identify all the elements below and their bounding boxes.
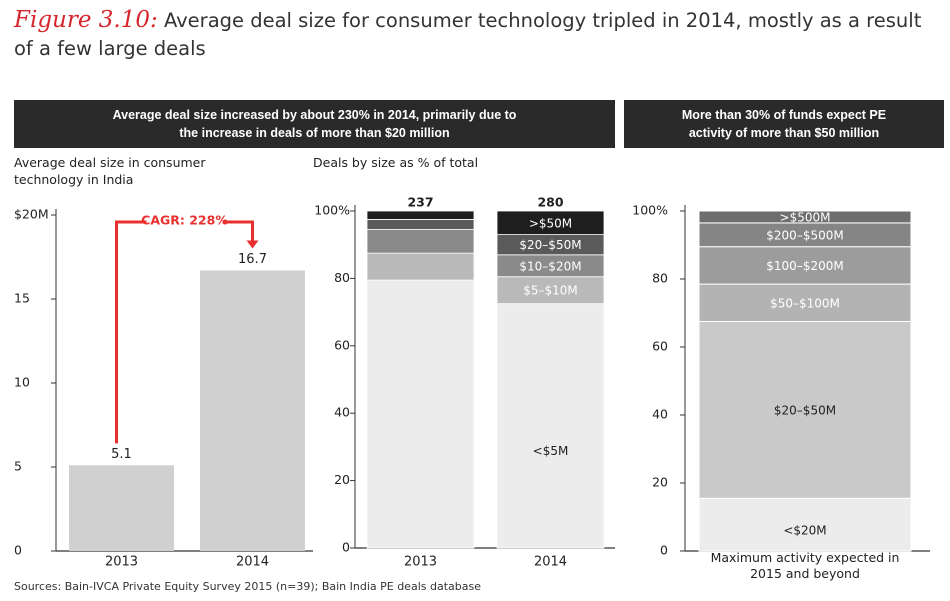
chart3-y-tick-label: 80 [652, 271, 668, 286]
chart3-x-label: Maximum activity expected in 2015 and bey… [711, 550, 900, 581]
chart3-segment-2 [698, 283, 912, 323]
chart2-segment-label-1: $5–$10M [523, 284, 578, 298]
chart1-value-label-2014: 16.7 [238, 252, 267, 267]
chart2-total-2013: 237 [407, 195, 433, 210]
chart1-bar-2014 [200, 270, 305, 551]
chart3-segment-label-5: >$500M [780, 210, 831, 224]
chart3-segment-5 [698, 210, 912, 224]
cagr-label: CAGR: 228% [141, 213, 228, 228]
chart3-y-tick-label: 60 [652, 339, 668, 354]
chart2-segment-2014-4 [496, 210, 605, 235]
chart1-y-tick-label: 15 [14, 291, 30, 306]
chart1-bar-2013 [69, 465, 174, 551]
figure-title: Figure 3.10: Average deal size for consu… [14, 6, 944, 63]
chart3-segment-label-4: $200–$500M [766, 228, 843, 242]
chart3-segment-0 [698, 497, 912, 552]
chart2-segment-2013-1 [366, 252, 475, 281]
chart3-segment-3 [698, 246, 912, 285]
chart2-y-tick-label: 100% [314, 203, 350, 218]
chart2-title: Deals by size as % of total [313, 155, 479, 170]
chart2-segment-2013-3 [366, 219, 475, 230]
chart1-title: Average deal size in consumer technology… [14, 155, 206, 187]
chart3-y-tick-label: 20 [652, 475, 668, 490]
chart2-segment-2013-4 [366, 210, 475, 220]
chart3-segment-label-0: <$20M [783, 523, 826, 537]
sources-note: Sources: Bain-IVCA Private Equity Survey… [14, 580, 481, 593]
chart1-y-tick-label: $20M [14, 207, 49, 222]
chart1-x-label-2013: 2013 [105, 555, 138, 570]
chart2-y-tick-label: 60 [334, 337, 350, 352]
chart2-y-tick-label: 0 [342, 540, 350, 555]
chart2-segment-2013-2 [366, 229, 475, 254]
chart2-total-2014: 280 [537, 195, 563, 210]
chart3-y-tick-label: 40 [652, 407, 668, 422]
chart2-y-tick-label: 80 [334, 270, 350, 285]
figure-title-text: Average deal size for consumer technolog… [14, 9, 922, 60]
chart1-y-tick-label: 5 [14, 459, 22, 474]
chart2-segment-label-2: $10–$20M [519, 259, 581, 273]
chart2-y-tick-label: 20 [334, 472, 350, 487]
cagr-label-bg [146, 210, 223, 232]
right-banner: More than 30% of funds expect PE activit… [624, 100, 944, 148]
cagr-arrowhead [246, 240, 259, 249]
chart3-segment-label-3: $100–$200M [766, 259, 843, 273]
chart3-segment-label-1: $20–$50M [774, 403, 836, 417]
chart3-segment-label-2: $50–$100M [770, 296, 840, 310]
chart2-segment-2014-0 [496, 303, 605, 549]
right-banner-text: More than 30% of funds expect PE activit… [681, 108, 887, 140]
figure-number: Figure 3.10: [14, 7, 158, 33]
left-banner: Average deal size increased by about 230… [14, 100, 615, 148]
chart1-y-tick-label: 10 [14, 375, 30, 390]
chart1-x-label-2014: 2014 [236, 555, 269, 570]
chart1-value-label-2013: 5.1 [111, 447, 132, 462]
chart3-segment-1 [698, 321, 912, 499]
chart2-segment-2013-0 [366, 279, 475, 549]
chart2-segment-label-0: <$5M [533, 444, 569, 458]
chart2-segment-2014-1 [496, 276, 605, 305]
chart3-y-tick-label: 0 [660, 543, 668, 558]
chart2-x-label-2014: 2014 [534, 555, 567, 570]
chart2-segment-label-4: >$50M [529, 216, 572, 230]
chart3-y-tick-label: 100% [632, 203, 668, 218]
left-banner-text: Average deal size increased by about 230… [112, 108, 517, 140]
chart2-y-tick-label: 40 [334, 405, 350, 420]
chart1-y-tick-label: 0 [14, 543, 22, 558]
chart2-segment-label-3: $20–$50M [519, 238, 581, 252]
chart2-x-label-2013: 2013 [404, 555, 437, 570]
